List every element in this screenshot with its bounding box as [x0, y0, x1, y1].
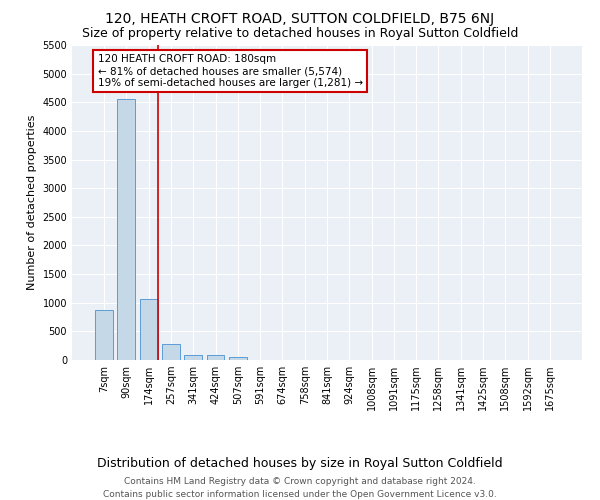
Bar: [140, 300, 158, 360]
Bar: [118, 100, 136, 360]
Text: Contains HM Land Registry data © Crown copyright and database right 2024.: Contains HM Land Registry data © Crown c…: [124, 478, 476, 486]
Text: 120, HEATH CROFT ROAD, SUTTON COLDFIELD, B75 6NJ: 120, HEATH CROFT ROAD, SUTTON COLDFIELD,…: [106, 12, 494, 26]
Bar: [229, 357, 247, 360]
Bar: [184, 355, 202, 360]
Bar: [206, 355, 224, 360]
Text: Distribution of detached houses by size in Royal Sutton Coldfield: Distribution of detached houses by size …: [97, 458, 503, 470]
Bar: [162, 344, 180, 360]
Text: 120 HEATH CROFT ROAD: 180sqm
← 81% of detached houses are smaller (5,574)
19% of: 120 HEATH CROFT ROAD: 180sqm ← 81% of de…: [97, 54, 362, 88]
Y-axis label: Number of detached properties: Number of detached properties: [27, 115, 37, 290]
Text: Size of property relative to detached houses in Royal Sutton Coldfield: Size of property relative to detached ho…: [82, 28, 518, 40]
Bar: [95, 310, 113, 360]
Text: Contains public sector information licensed under the Open Government Licence v3: Contains public sector information licen…: [103, 490, 497, 499]
